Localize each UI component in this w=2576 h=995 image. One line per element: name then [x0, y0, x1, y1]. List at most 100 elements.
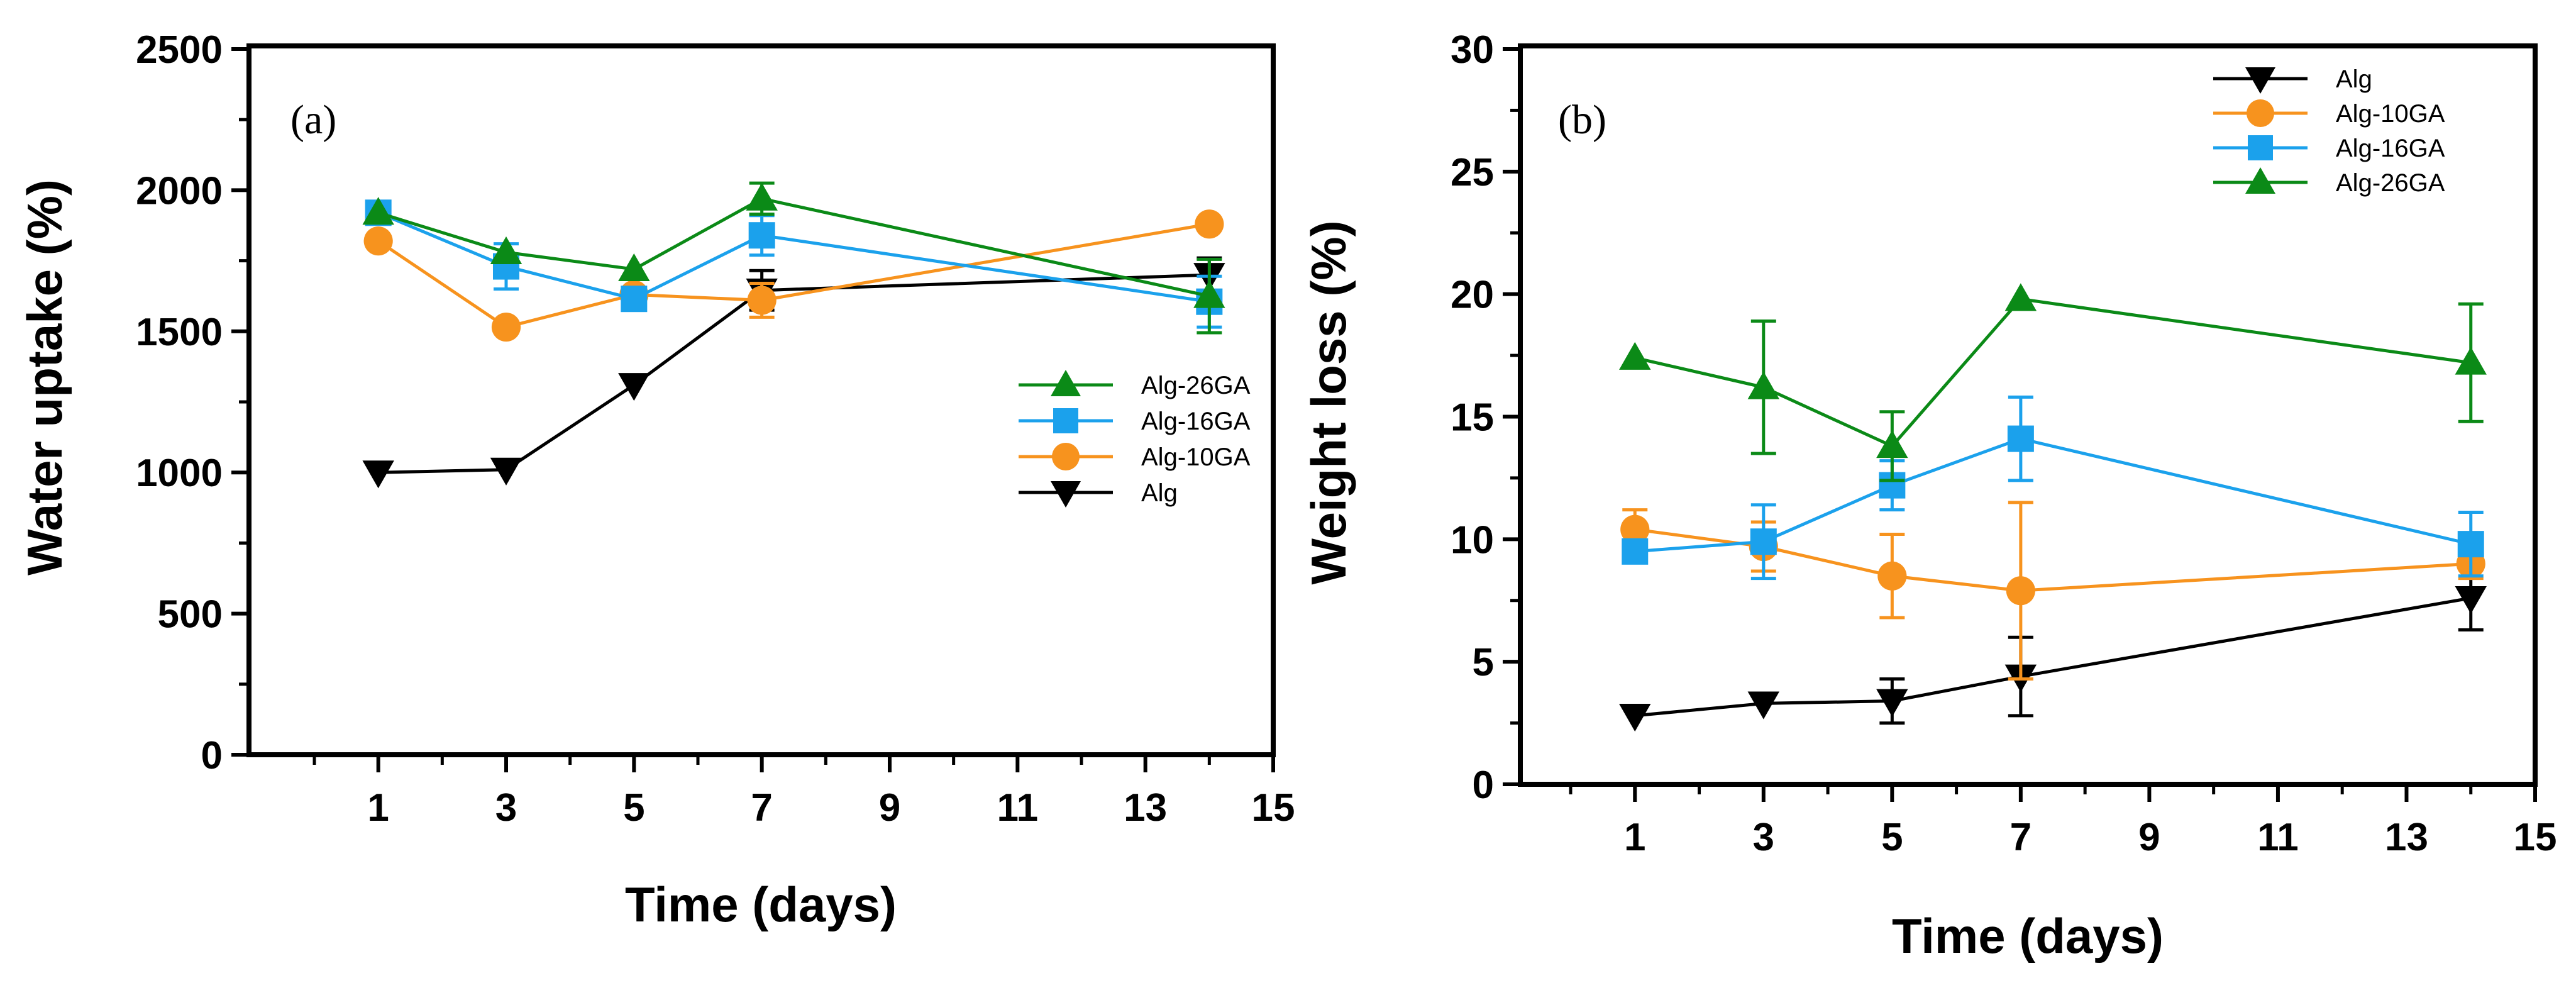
- x-axis-title-a: Time (days): [625, 877, 897, 932]
- data-point-alg-26ga: [618, 253, 650, 281]
- legend-label: Alg-16GA: [1141, 408, 1251, 435]
- data-point-alg-10ga: [747, 286, 777, 315]
- data-point-alg: [362, 460, 394, 489]
- y-axis-title-a: Water uptake (%): [17, 179, 72, 575]
- y-tick-label-a: 2000: [136, 169, 223, 213]
- legend-label: Alg-16GA: [2336, 135, 2445, 162]
- y-tick-label-a: 2500: [136, 28, 223, 72]
- series-alg-26ga-b: [1619, 283, 2487, 482]
- legend-item-alg-26ga-a: Alg-26GA: [1019, 370, 1251, 399]
- y-tick-label-b: 5: [1473, 641, 1494, 684]
- series-alg-16ga-b: [1622, 395, 2484, 581]
- legend-label: Alg-26GA: [1141, 372, 1251, 399]
- data-point-alg: [1747, 691, 1779, 720]
- x-tick-label-a: 9: [879, 786, 900, 830]
- data-point-alg-26ga: [1876, 430, 1908, 459]
- panel-weight-loss: (b) Time (days) Weight loss (%) 05101520…: [1301, 28, 2557, 964]
- y-tick-label-b: 15: [1451, 396, 1494, 440]
- panel-water-uptake: (a) Time (days) Water uptake (%) 0 500 100…: [17, 28, 1295, 932]
- y-tick-label-a: 500: [158, 593, 223, 636]
- legend-marker-alg: [1051, 481, 1081, 508]
- series-layer-a: [362, 181, 1225, 489]
- x-tick-label-b: 9: [2138, 816, 2160, 859]
- x-tick-label-b: 3: [1753, 816, 1774, 859]
- data-point-alg: [490, 457, 522, 486]
- legend-item-alg-b: Alg: [2213, 65, 2372, 94]
- legend-item-alg-26ga-b: Alg-26GA: [2213, 167, 2445, 197]
- x-tick-label-a: 3: [495, 786, 517, 830]
- data-point-alg-26ga: [2004, 283, 2037, 311]
- legend-label: Alg-10GA: [2336, 100, 2445, 128]
- x-tick-label-a: 15: [1252, 786, 1295, 830]
- legend-item-alg-a: Alg: [1019, 479, 1178, 508]
- panel-label-a: (a): [290, 97, 336, 143]
- legend-item-alg-10ga-b: Alg-10GA: [2213, 99, 2445, 128]
- legend-label: Alg: [1141, 479, 1178, 507]
- y-tick-label-b: 0: [1473, 764, 1494, 807]
- x-tick-label-a: 7: [751, 786, 772, 830]
- y-tick-label-b: 20: [1451, 274, 1494, 317]
- data-point-alg: [1619, 703, 1651, 732]
- legend-item-alg-10ga-a: Alg-10GA: [1019, 443, 1251, 471]
- series-alg-10ga-b: [1620, 501, 2485, 681]
- data-point-alg-10ga: [491, 312, 521, 342]
- x-tick-label-b: 11: [2257, 816, 2299, 859]
- y-tick-label-a: 1000: [136, 452, 223, 495]
- legend-marker-alg-10ga: [2247, 99, 2274, 127]
- x-tick-label-a: 1: [367, 786, 389, 830]
- data-point-alg: [1876, 689, 1908, 717]
- y-axis-title-b: Weight loss (%): [1301, 220, 1356, 584]
- legend-marker-alg-16ga: [2248, 135, 2273, 160]
- data-point-alg: [618, 373, 650, 401]
- x-tick-label-b: 15: [2514, 816, 2557, 859]
- y-tick-label-b: 10: [1451, 518, 1494, 562]
- legend-label: Alg-10GA: [1141, 443, 1251, 471]
- y-tick-label-a: 1500: [136, 311, 223, 354]
- x-tick-label-b: 13: [2385, 816, 2428, 859]
- legend-item-alg-16ga-a: Alg-16GA: [1019, 408, 1251, 435]
- data-point-alg-10ga: [1877, 561, 1907, 591]
- panel-label-b: (b): [1558, 97, 1606, 143]
- series-line-alg-a: [378, 273, 1210, 474]
- x-tick-label-a: 13: [1124, 786, 1167, 830]
- series-alg-b: [1619, 564, 2487, 732]
- y-tick-label-b: 30: [1451, 28, 1494, 72]
- legend-a: Alg-26GA Alg-16GA Alg-10GA Alg: [1019, 370, 1251, 508]
- data-point-alg-16ga: [2457, 531, 2484, 558]
- series-layer-b: [1619, 283, 2487, 732]
- data-point-alg-16ga: [2007, 425, 2034, 452]
- data-point-alg-10ga: [1195, 209, 1224, 239]
- legend-marker-alg-26ga: [1051, 370, 1081, 396]
- data-point-alg-26ga: [1747, 371, 1779, 399]
- data-point-alg-16ga: [748, 222, 775, 249]
- data-point-alg-26ga: [490, 236, 522, 265]
- legend-b: Alg Alg-10GA Alg-16GA Alg-26GA: [2213, 65, 2445, 197]
- legend-marker-alg-16ga: [1053, 408, 1078, 433]
- data-point-alg-26ga: [1193, 280, 1225, 308]
- legend-label: Alg-26GA: [2336, 169, 2445, 197]
- legend-marker-alg-26ga: [2245, 167, 2275, 194]
- data-point-alg-26ga: [2455, 347, 2487, 375]
- y-tick-label-a: 0: [201, 734, 223, 777]
- data-point-alg: [2455, 586, 2487, 614]
- data-point-alg-10ga: [363, 226, 393, 256]
- data-point-alg-10ga: [1620, 514, 1650, 544]
- x-tick-label-b: 5: [1881, 816, 1903, 859]
- legend-label: Alg: [2336, 65, 2372, 93]
- x-tick-label-b: 1: [1624, 816, 1645, 859]
- legend-marker-alg: [2245, 67, 2275, 94]
- legend-item-alg-16ga-b: Alg-16GA: [2213, 135, 2445, 162]
- legend-marker-alg-10ga: [1052, 443, 1080, 470]
- data-point-alg-16ga: [621, 286, 648, 313]
- series-alg-10ga-a: [363, 209, 1224, 342]
- data-point-alg-16ga: [1750, 528, 1777, 555]
- x-tick-label-a: 11: [997, 786, 1039, 830]
- data-point-alg-16ga: [1622, 538, 1649, 565]
- data-point-alg-26ga: [1619, 342, 1651, 370]
- data-point-alg-26ga: [362, 197, 394, 225]
- data-point-alg-10ga: [2006, 576, 2035, 606]
- y-tick-label-b: 25: [1451, 151, 1494, 194]
